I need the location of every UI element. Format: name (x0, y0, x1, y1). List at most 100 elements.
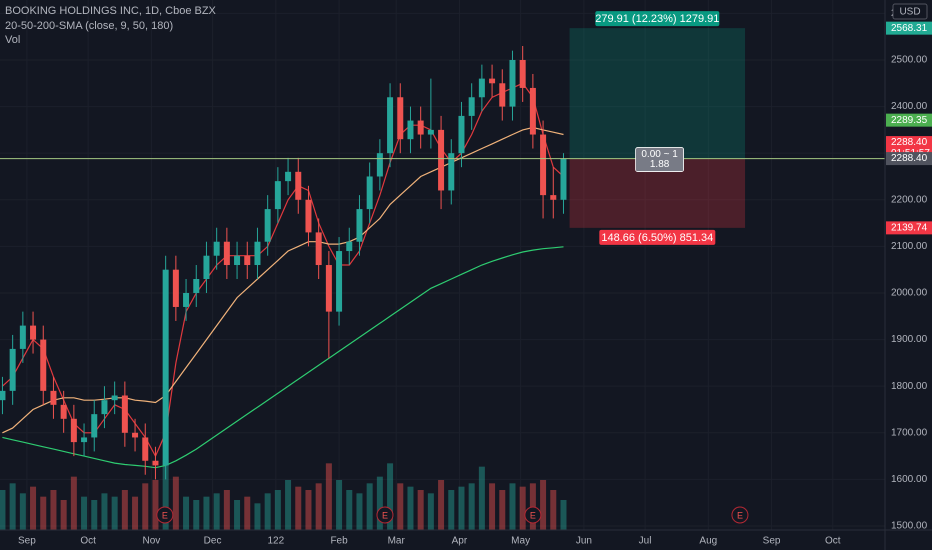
candle-body (346, 241, 353, 252)
candle-body (9, 348, 16, 391)
x-tick-label: Sep (18, 536, 36, 547)
earnings-label: E (382, 510, 388, 520)
volume-bar (397, 483, 404, 530)
volume-bar (203, 496, 210, 530)
x-tick-label: Oct (80, 536, 96, 547)
earnings-label: E (530, 510, 536, 520)
candle-body (550, 195, 557, 200)
x-tick-label: Sep (763, 536, 781, 547)
candle-body (91, 414, 98, 438)
candle-body (193, 279, 200, 293)
candle-body (489, 78, 496, 84)
candle-body (478, 78, 485, 98)
candle-body (19, 325, 26, 349)
x-tick-label: Mar (388, 536, 406, 547)
volume-bar (254, 503, 261, 530)
volume-bar (519, 486, 526, 530)
volume-bar (213, 493, 220, 530)
volume-bar (40, 496, 47, 530)
sma-line (2, 126, 564, 434)
x-tick-label: Jul (639, 536, 652, 547)
currency-badge (892, 3, 928, 20)
candle-body (417, 120, 424, 135)
x-tick-label: Feb (330, 536, 348, 547)
volume-bar (152, 480, 159, 530)
x-tick-label: 122 (267, 536, 284, 547)
volume-bar (121, 490, 128, 530)
price-badge-label: 2568.31 (891, 23, 928, 34)
volume-bar (499, 490, 506, 530)
volume-bar (417, 490, 424, 530)
candle-body (295, 171, 302, 200)
volume-bar (274, 490, 281, 530)
y-tick-label: 1900.00 (891, 334, 928, 345)
volume-bar (244, 496, 251, 530)
candle-body (438, 129, 445, 191)
volume-bar (489, 483, 496, 530)
y-tick-label: 2400.00 (891, 101, 928, 112)
candle-body (244, 255, 251, 266)
candle-body (499, 83, 506, 107)
volume-bar (540, 480, 547, 530)
y-tick-label: 2200.00 (891, 194, 928, 205)
candle-body (376, 153, 383, 177)
price-badge-label: 2288.40 (891, 153, 928, 164)
volume-bar (346, 490, 353, 530)
volume-bar (19, 493, 26, 530)
chart-title: BOOKING HOLDINGS INC, 1D, Cboe BZX (5, 5, 217, 17)
volume-bar (336, 480, 343, 530)
candle-body (30, 325, 37, 340)
earnings-marker (731, 506, 749, 524)
volume-bar (427, 493, 434, 530)
volume-bar (0, 490, 6, 530)
x-tick-label: Dec (204, 536, 222, 547)
stop-badge (599, 229, 716, 245)
volume-bar (448, 490, 455, 530)
candle-body (560, 158, 567, 200)
volume-bar (101, 493, 108, 530)
volume-bar (387, 463, 394, 530)
volume-bar (407, 486, 414, 530)
candle-body (264, 209, 271, 242)
candle-body (101, 400, 108, 415)
earnings-label: E (737, 510, 743, 520)
x-tick-label: Nov (142, 536, 160, 547)
x-tick-label: Oct (825, 536, 841, 547)
candle-body (540, 134, 547, 196)
volume-bar (285, 480, 292, 530)
x-tick-label: Jun (576, 536, 592, 547)
candle-body (458, 115, 465, 154)
candle-body (448, 153, 455, 191)
volume-bar (50, 490, 57, 530)
volume-bar (183, 496, 190, 530)
volume-bar (172, 476, 179, 530)
volume-bar (30, 486, 37, 530)
candle-body (519, 59, 526, 88)
candle-body (366, 176, 373, 210)
x-tick-label: May (511, 536, 530, 547)
earnings-marker (376, 506, 394, 524)
y-tick-label: 1800.00 (891, 381, 928, 392)
earnings-label: E (162, 510, 168, 520)
candle-body (509, 59, 516, 107)
candle-body (60, 404, 67, 419)
volume-bar (356, 493, 363, 530)
price-badge (886, 152, 932, 166)
candle-body (397, 97, 404, 140)
volume-bar (295, 486, 302, 530)
ratio-label: 0.00 ~ 1 (641, 149, 678, 160)
ratio-value: 1.88 (650, 159, 670, 170)
candle-body (315, 232, 322, 266)
volume-bar (193, 500, 200, 530)
candle-body (427, 129, 434, 135)
volume-bar (162, 460, 169, 530)
y-tick-label: 2500.00 (891, 55, 928, 66)
candle-body (529, 87, 536, 135)
y-tick-label: 2000.00 (891, 288, 928, 299)
volume-bar (325, 463, 332, 530)
price-badge-label: 2139.74 (891, 223, 928, 234)
candle-body (468, 97, 475, 116)
volume-bar (509, 483, 516, 530)
volume-bar (70, 476, 77, 530)
